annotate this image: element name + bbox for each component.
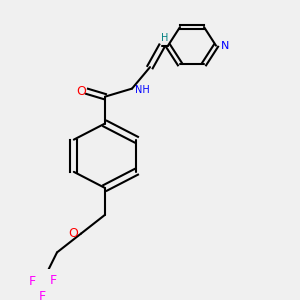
Text: O: O [76,85,86,98]
Text: N: N [220,40,229,51]
Text: H: H [161,33,169,43]
Text: NH: NH [135,85,150,95]
Text: F: F [29,275,36,288]
Text: F: F [50,274,57,287]
Text: F: F [38,290,46,300]
Text: O: O [68,227,78,240]
